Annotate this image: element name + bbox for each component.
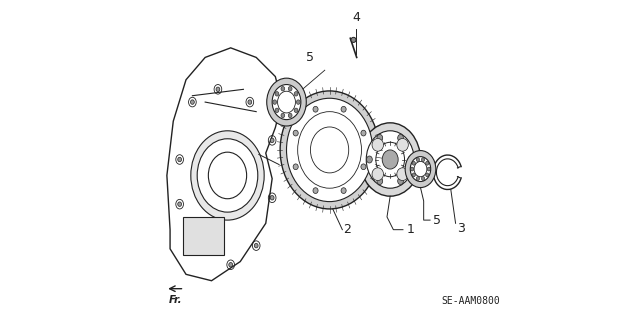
Ellipse shape [360, 123, 420, 196]
Ellipse shape [296, 100, 300, 104]
Ellipse shape [197, 247, 201, 251]
Ellipse shape [191, 100, 195, 104]
Ellipse shape [397, 138, 408, 151]
Ellipse shape [417, 158, 419, 162]
Ellipse shape [288, 86, 292, 91]
Ellipse shape [228, 263, 232, 267]
Ellipse shape [293, 164, 298, 170]
Ellipse shape [361, 164, 366, 170]
Ellipse shape [405, 151, 436, 188]
Ellipse shape [426, 161, 429, 165]
Ellipse shape [366, 131, 414, 188]
Ellipse shape [313, 188, 318, 193]
Text: 1: 1 [407, 223, 415, 236]
Ellipse shape [410, 157, 431, 182]
Ellipse shape [377, 178, 383, 185]
Ellipse shape [417, 176, 419, 180]
Ellipse shape [422, 176, 425, 180]
Ellipse shape [178, 157, 182, 162]
Ellipse shape [372, 138, 383, 151]
Ellipse shape [267, 78, 307, 126]
Ellipse shape [191, 131, 264, 220]
Ellipse shape [427, 167, 430, 171]
Text: 2: 2 [343, 223, 351, 236]
Text: SE-AAM0800: SE-AAM0800 [441, 296, 500, 306]
Ellipse shape [341, 107, 346, 112]
Ellipse shape [216, 87, 220, 92]
Text: 5: 5 [433, 214, 440, 226]
Ellipse shape [293, 130, 298, 136]
Ellipse shape [281, 86, 285, 91]
Ellipse shape [426, 173, 429, 177]
Polygon shape [183, 217, 224, 255]
Ellipse shape [178, 202, 182, 206]
Ellipse shape [367, 156, 372, 163]
Ellipse shape [377, 134, 383, 141]
Ellipse shape [270, 138, 274, 143]
Ellipse shape [313, 107, 318, 112]
Ellipse shape [272, 85, 301, 120]
Ellipse shape [197, 139, 258, 212]
Text: Fr.: Fr. [169, 295, 182, 305]
Ellipse shape [422, 158, 425, 162]
Ellipse shape [280, 91, 379, 209]
Ellipse shape [275, 108, 279, 113]
Text: 4: 4 [352, 11, 360, 24]
Text: 3: 3 [457, 222, 465, 234]
Ellipse shape [287, 98, 372, 202]
Ellipse shape [281, 113, 285, 118]
Ellipse shape [294, 92, 298, 96]
Ellipse shape [412, 173, 415, 177]
Ellipse shape [351, 37, 356, 42]
Ellipse shape [270, 196, 274, 200]
Ellipse shape [254, 243, 258, 248]
Ellipse shape [408, 156, 414, 163]
Ellipse shape [288, 113, 292, 118]
Ellipse shape [397, 178, 403, 185]
Ellipse shape [412, 161, 415, 165]
Ellipse shape [248, 100, 252, 104]
Polygon shape [167, 48, 282, 281]
Ellipse shape [397, 168, 408, 181]
Ellipse shape [341, 188, 346, 193]
Ellipse shape [382, 150, 398, 169]
Ellipse shape [294, 108, 298, 113]
Ellipse shape [397, 134, 403, 141]
Ellipse shape [361, 130, 366, 136]
Text: 5: 5 [307, 51, 314, 64]
Ellipse shape [273, 100, 276, 104]
Ellipse shape [372, 168, 383, 181]
Ellipse shape [275, 92, 279, 96]
Ellipse shape [411, 167, 414, 171]
